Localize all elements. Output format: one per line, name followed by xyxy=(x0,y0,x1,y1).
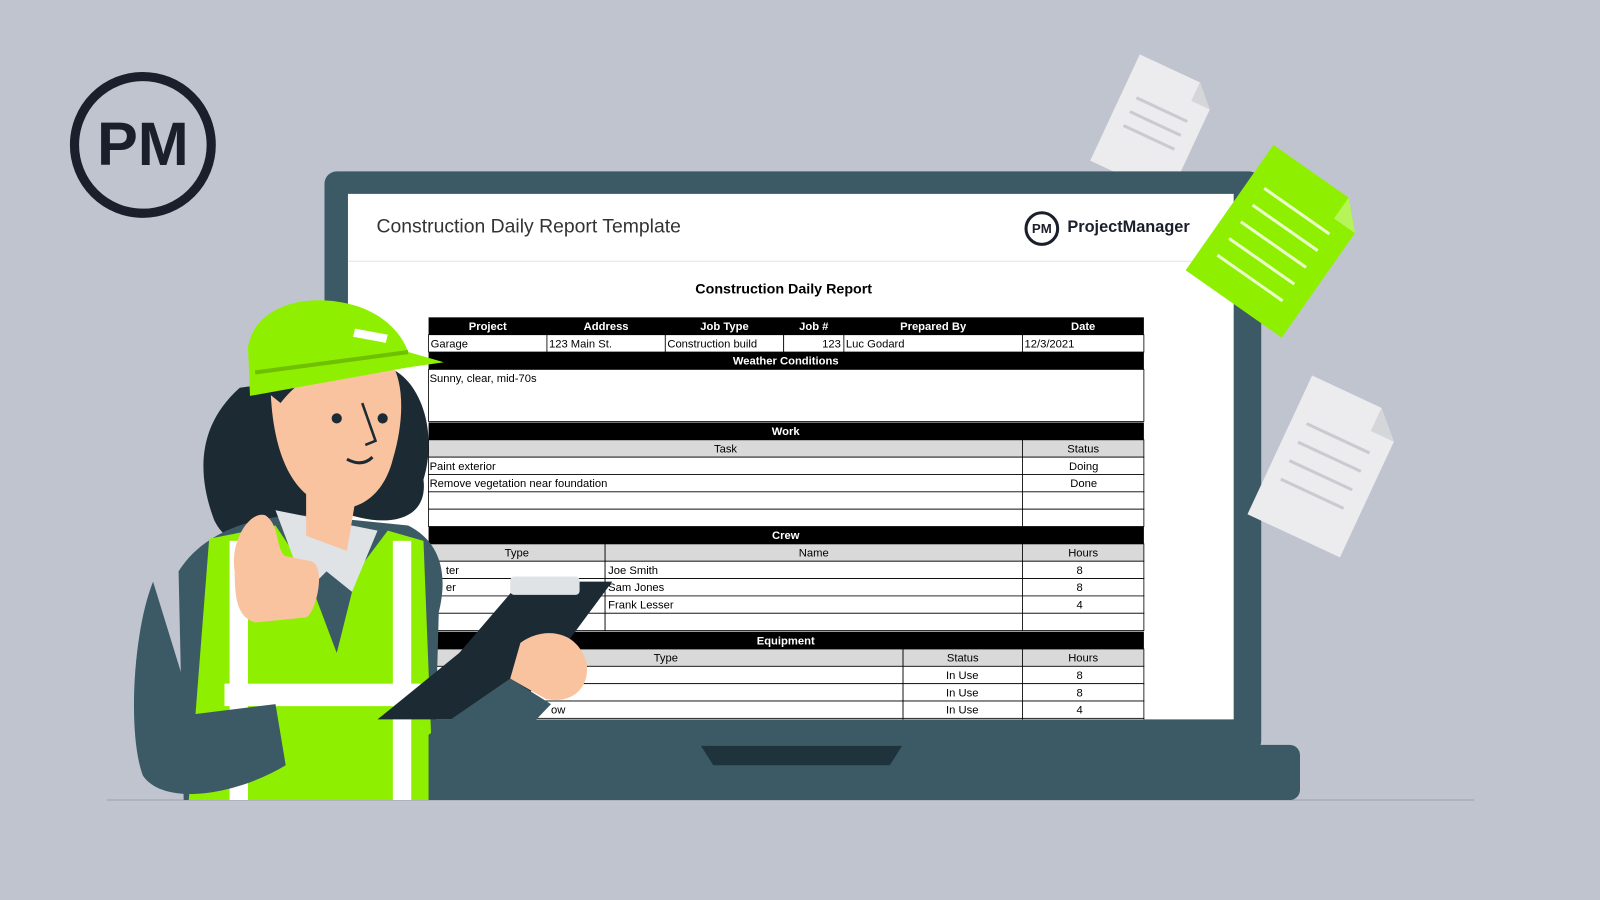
cell-text: 8 xyxy=(1076,687,1082,699)
cell-text: 8 xyxy=(1076,670,1082,682)
cell-text: 4 xyxy=(1076,705,1082,717)
brand-name: ProjectManager xyxy=(1067,218,1190,236)
cell-text: Done xyxy=(1070,478,1097,490)
cell-text: Garage xyxy=(431,338,468,350)
cell-text: 8 xyxy=(1076,582,1082,594)
cell-text: In Use xyxy=(946,687,978,699)
section-header xyxy=(428,352,1144,370)
cell-text: ter xyxy=(446,565,459,577)
cell xyxy=(1022,717,1145,720)
cell-text: Status xyxy=(1067,443,1099,455)
laptop-base xyxy=(306,744,1300,800)
cell-text: Task xyxy=(714,443,737,455)
laptop-notch xyxy=(701,745,903,766)
cell-text: ow xyxy=(551,705,566,717)
worker-illustration xyxy=(133,300,613,800)
section-header xyxy=(428,526,1144,544)
cell xyxy=(604,612,1023,632)
header-title: Construction Daily Report Template xyxy=(377,216,681,238)
cell xyxy=(1022,491,1145,510)
cell-text: 123 xyxy=(822,338,841,350)
report-title: Construction Daily Report xyxy=(695,282,872,298)
cell-text: Remove vegetation near foundation xyxy=(430,478,608,490)
cell xyxy=(902,717,1023,720)
paper-front xyxy=(1247,375,1394,558)
cell xyxy=(428,508,1023,527)
cell xyxy=(428,491,1023,510)
cell-text: Type xyxy=(505,548,529,560)
section-title: Crew xyxy=(772,530,800,542)
cell-text: Address xyxy=(584,321,629,333)
cell xyxy=(604,560,1023,579)
pm-logo: PM xyxy=(69,71,216,218)
cell xyxy=(1022,595,1145,614)
section-header xyxy=(428,422,1144,440)
cell-text: Job Type xyxy=(700,321,748,333)
brand-icon-text: PM xyxy=(1032,221,1052,236)
cell-text: Joe Smith xyxy=(608,565,658,577)
cell-text: 4 xyxy=(1076,600,1082,612)
cell xyxy=(428,456,1023,475)
cell-text: Construction build xyxy=(667,338,757,350)
cell-text: 8 xyxy=(1076,565,1082,577)
cell-text: 123 Main St. xyxy=(549,338,612,350)
paper-back xyxy=(1090,54,1210,198)
cell-text: Name xyxy=(799,548,829,560)
cell-text: Sam Jones xyxy=(608,582,665,594)
cell-text: Luc Godard xyxy=(846,338,905,350)
cell-text: 12/3/2021 xyxy=(1024,338,1074,350)
cell-text: Frank Lesser xyxy=(608,600,674,612)
cell-text: Doing xyxy=(1069,461,1098,473)
cell xyxy=(1022,578,1145,597)
cell xyxy=(428,717,904,720)
section-title: Work xyxy=(772,426,801,438)
logo-text: PM xyxy=(97,110,189,178)
section-title: Equipment xyxy=(757,635,815,647)
cell xyxy=(1022,612,1145,632)
cell-text: Paint exterior xyxy=(430,461,496,473)
weather-box xyxy=(428,368,1145,422)
cell-text: Hours xyxy=(1068,653,1098,665)
cell-text: Sunny, clear, mid-70s xyxy=(430,373,537,385)
section-header xyxy=(428,631,1144,649)
cell-text: Status xyxy=(947,653,979,665)
section-title: Weather Conditions xyxy=(733,356,839,368)
cell-text: Type xyxy=(654,653,678,665)
cell-text: Date xyxy=(1071,321,1095,333)
cell-text: Project xyxy=(469,321,507,333)
cell xyxy=(1022,700,1145,719)
cell-text: Hours xyxy=(1068,548,1098,560)
cell-text: In Use xyxy=(946,705,978,717)
cell-text: In Use xyxy=(946,670,978,682)
cell-text: Prepared By xyxy=(900,321,967,333)
logo-ring xyxy=(69,71,216,218)
cell xyxy=(1022,665,1145,685)
brand-icon xyxy=(1024,211,1060,246)
cell xyxy=(1022,508,1145,527)
paper-green xyxy=(1185,144,1355,338)
cell-text: er xyxy=(446,582,456,594)
cell xyxy=(1022,560,1145,579)
cell xyxy=(1022,683,1145,702)
cell xyxy=(604,578,1023,597)
project-header xyxy=(428,317,1144,335)
cell-text: Job # xyxy=(799,321,829,333)
